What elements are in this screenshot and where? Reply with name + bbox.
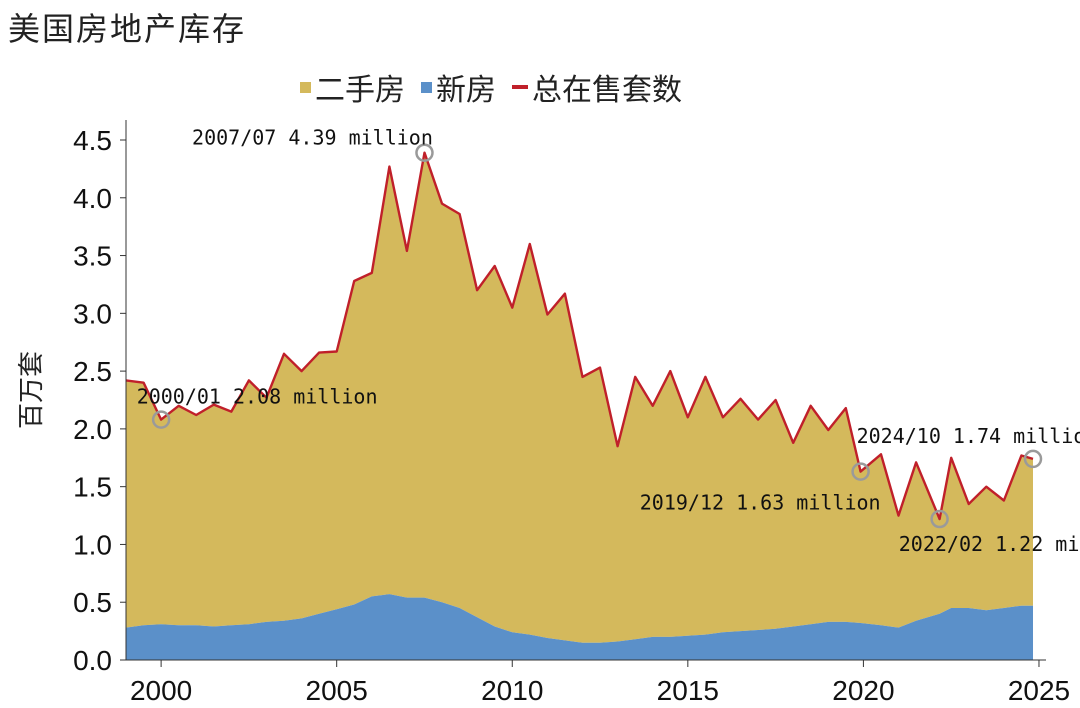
y-tick-label: 1.5 [73, 472, 112, 503]
y-tick-label: 0.5 [73, 587, 112, 618]
annotation-marker [930, 509, 949, 529]
y-tick-label: 3.0 [73, 298, 112, 329]
legend-label-new: 新房 [436, 73, 496, 108]
x-tick-label: 2020 [832, 675, 894, 706]
annotation-marker [1023, 449, 1043, 469]
annotation-label: 2024/10 1.74 million [857, 424, 1080, 448]
x-tick-label: 2025 [1008, 675, 1070, 706]
y-tick-label: 4.5 [73, 125, 112, 156]
x-tick-label: 2005 [306, 675, 368, 706]
legend-label-total: 总在售套数 [532, 73, 682, 108]
legend-swatch-new [421, 81, 432, 93]
x-tick-label: 2015 [657, 675, 719, 706]
annotation-label: 2007/07 4.39 million [192, 126, 433, 150]
series-area-new-homes [126, 594, 1034, 660]
legend: 二手房 新房 总在售套数 [300, 66, 682, 108]
annotation-label: 2022/02 1.22 million [899, 532, 1080, 556]
y-tick-label: 4.0 [73, 183, 112, 214]
annotation-marker [415, 143, 434, 162]
y-tick-label: 2.0 [73, 414, 112, 445]
annotation-marker [151, 410, 171, 429]
y-tick-label: 2.5 [73, 356, 112, 387]
legend-item-new: 新房 [421, 65, 496, 109]
legend-swatch-total [512, 85, 528, 89]
annotation-marker [851, 462, 870, 481]
legend-item-total: 总在售套数 [512, 65, 682, 109]
y-tick-label: 0.0 [73, 645, 112, 676]
x-tick-label: 2010 [481, 675, 543, 706]
series-area-existing-homes [126, 152, 1033, 643]
series-line-total [125, 151, 1034, 521]
y-tick-label: 1.0 [73, 529, 112, 560]
y-axis-title: 百万套 [17, 351, 47, 429]
y-tick-label: 3.5 [73, 241, 112, 272]
legend-item-existing: 二手房 [300, 65, 405, 109]
annotation-label: 2019/12 1.63 million [640, 491, 881, 515]
chart-title: 美国房地产库存 [8, 10, 247, 48]
x-tick-label: 2000 [130, 675, 192, 706]
legend-swatch-existing [300, 81, 311, 93]
legend-label-existing: 二手房 [315, 73, 405, 108]
annotation-label: 2000/01 2.08 million [137, 385, 378, 409]
